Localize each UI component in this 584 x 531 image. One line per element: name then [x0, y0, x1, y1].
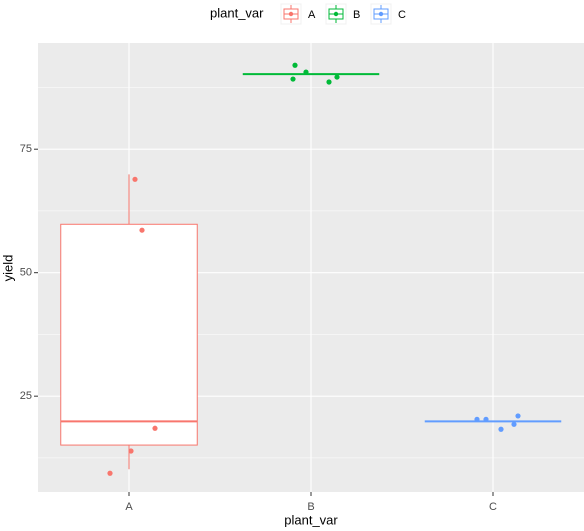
point: [515, 413, 521, 419]
point: [474, 416, 480, 422]
point: [292, 62, 298, 68]
legend-label: A: [308, 9, 316, 21]
point: [152, 425, 158, 431]
legend-label: C: [398, 9, 406, 21]
y-tick-label: 25: [20, 390, 32, 402]
point: [498, 426, 504, 432]
legend-label: B: [353, 9, 360, 21]
legend-key-point: [378, 11, 384, 17]
point: [132, 176, 138, 182]
point: [290, 76, 296, 82]
x-tick-label: C: [489, 501, 497, 513]
y-tick-label: 75: [20, 143, 32, 155]
legend-title: plant_var: [210, 5, 264, 20]
point: [303, 69, 309, 75]
x-tick-label: B: [307, 501, 314, 513]
box: [60, 223, 198, 446]
point: [334, 74, 340, 80]
point: [128, 448, 134, 454]
point: [326, 79, 332, 85]
point: [511, 421, 517, 427]
y-tick-label: 50: [20, 267, 32, 279]
legend-key-point: [333, 11, 339, 17]
point: [483, 416, 489, 422]
point: [139, 227, 145, 233]
x-tick-label: A: [125, 501, 133, 513]
point: [107, 470, 113, 476]
x-axis-title: plant_var: [284, 512, 338, 527]
legend-key-point: [288, 11, 294, 17]
y-axis-title: yield: [0, 255, 15, 282]
